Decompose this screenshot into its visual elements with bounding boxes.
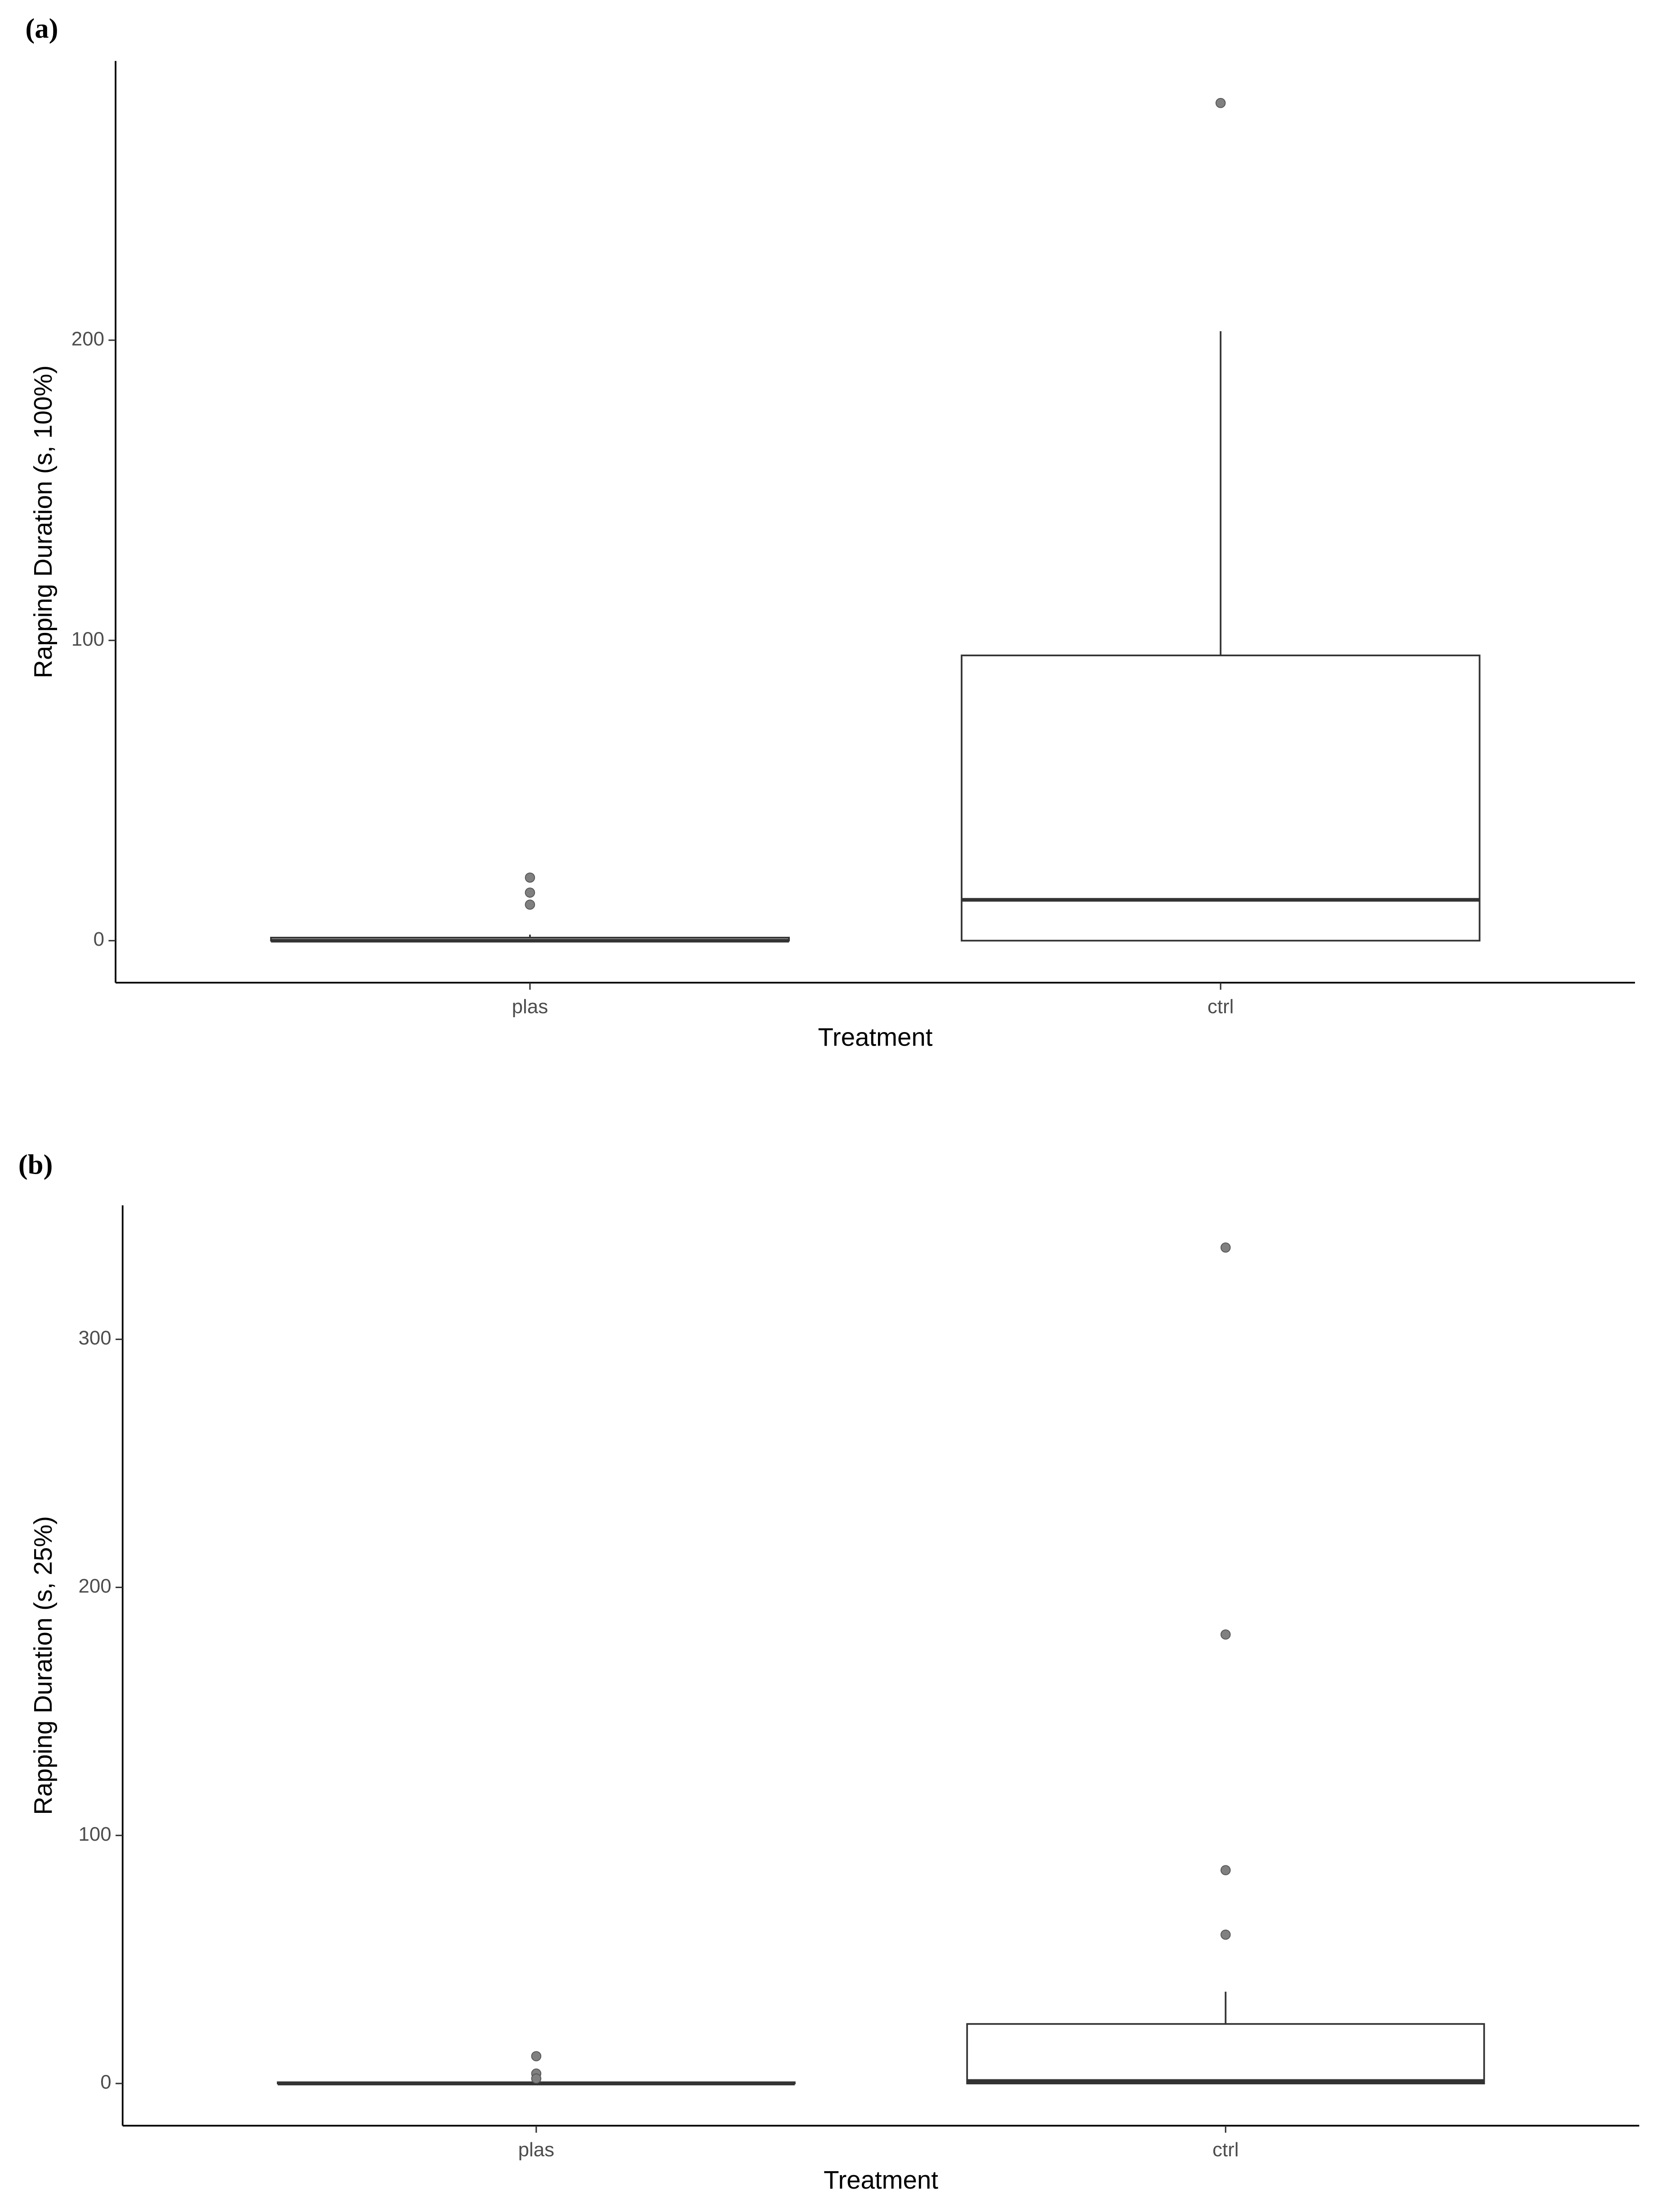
y-tick-label: 100 — [78, 1823, 111, 1845]
box — [961, 654, 1481, 942]
outlier — [525, 887, 535, 898]
x-tick-label: plas — [512, 996, 548, 1018]
outlier — [531, 2073, 542, 2084]
x-axis-title: Treatment — [824, 2166, 938, 2194]
x-axis-title: Treatment — [818, 1023, 933, 1051]
outlier — [1215, 98, 1226, 108]
x-tick-label: ctrl — [1212, 2139, 1239, 2161]
y-tick-label: 0 — [100, 2071, 111, 2093]
x-tick-label: plas — [518, 2139, 555, 2161]
outlier — [525, 899, 535, 910]
panel-label: (b) — [18, 1148, 53, 1180]
outlier — [1221, 1929, 1231, 1940]
y-axis-title: Rapping Duration (s, 25%) — [29, 1516, 57, 1815]
panel-label: (a) — [25, 13, 58, 44]
y-tick-label: 200 — [78, 1575, 111, 1597]
outlier — [1221, 1865, 1231, 1875]
y-tick-label: 300 — [78, 1327, 111, 1349]
y-axis-title: Rapping Duration (s, 100%) — [29, 365, 57, 678]
box — [966, 2023, 1485, 2085]
y-tick-label: 0 — [94, 928, 104, 950]
y-tick-label: 100 — [71, 628, 104, 650]
outlier — [531, 2051, 542, 2061]
outlier — [525, 872, 535, 883]
x-tick-label: ctrl — [1207, 996, 1234, 1018]
outlier — [1221, 1629, 1231, 1640]
outlier — [1221, 1242, 1231, 1253]
y-tick-label: 200 — [71, 328, 104, 350]
